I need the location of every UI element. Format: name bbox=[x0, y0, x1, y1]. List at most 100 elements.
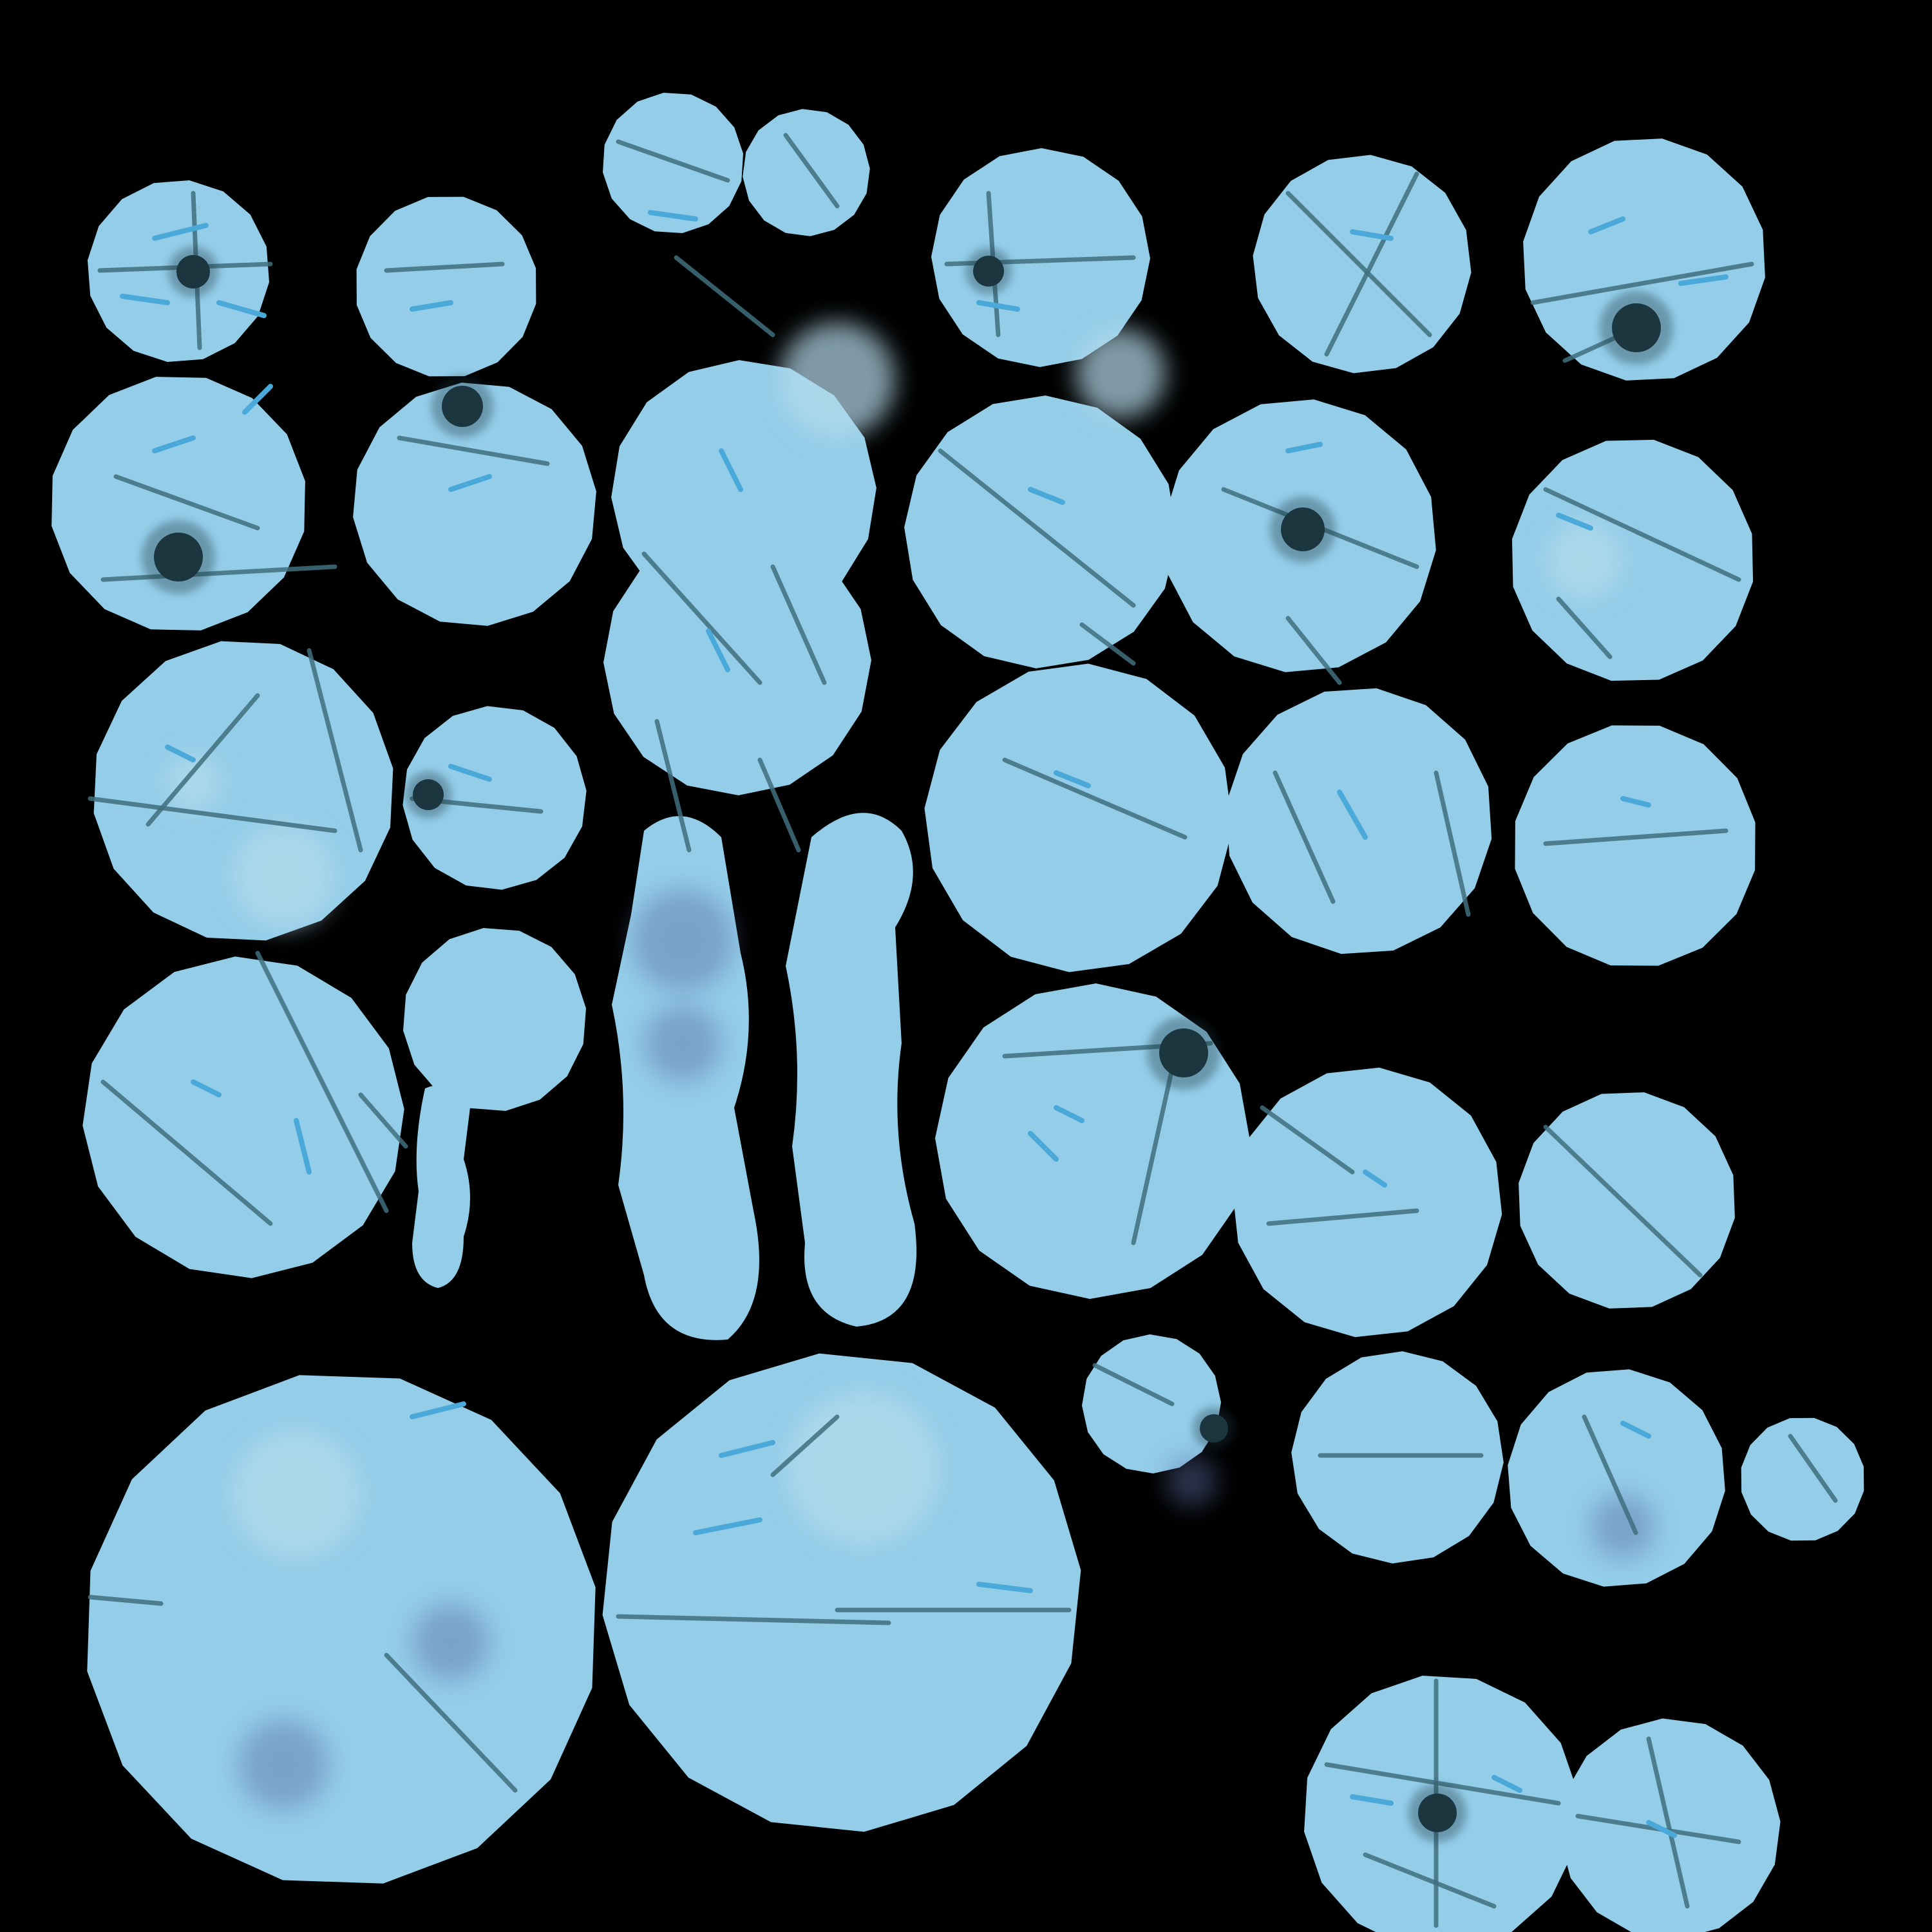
capillary-mark bbox=[448, 764, 492, 782]
vein-line bbox=[1092, 1363, 1175, 1406]
uv-island bbox=[353, 383, 596, 626]
uv-island bbox=[356, 196, 536, 377]
bruise-shading bbox=[1591, 1494, 1655, 1558]
capillary-mark bbox=[191, 1079, 222, 1097]
capillary-mark bbox=[1646, 1820, 1677, 1838]
vein-line bbox=[146, 693, 260, 827]
bruise-shading bbox=[644, 1005, 721, 1082]
highlight-patch bbox=[164, 753, 222, 811]
capillary-mark bbox=[1678, 274, 1728, 286]
vein-line bbox=[1788, 1434, 1838, 1503]
vein-line bbox=[113, 474, 260, 531]
vein-line bbox=[1079, 622, 1136, 666]
vein-line bbox=[397, 435, 550, 466]
vein-line bbox=[1002, 757, 1188, 840]
vein-line bbox=[1543, 828, 1728, 846]
vein-line bbox=[616, 139, 730, 183]
vein-line bbox=[1556, 596, 1613, 659]
uv-island bbox=[1508, 1369, 1725, 1587]
vein-line bbox=[783, 133, 840, 209]
capillary-mark bbox=[719, 1440, 775, 1458]
vein-line bbox=[1543, 487, 1741, 582]
capillary-mark bbox=[1588, 216, 1625, 234]
highlight-patch bbox=[232, 1430, 361, 1558]
capillary-mark bbox=[1337, 790, 1368, 840]
vein-line bbox=[770, 1414, 840, 1477]
vein-line bbox=[1324, 1762, 1561, 1806]
vein-line bbox=[1285, 191, 1432, 337]
capillary-mark bbox=[1363, 1170, 1387, 1188]
vein-line bbox=[770, 564, 827, 685]
highlight-patch bbox=[779, 322, 895, 438]
uv-island bbox=[924, 663, 1233, 972]
highlight-patch bbox=[1546, 522, 1623, 599]
dark-spot bbox=[1418, 1794, 1457, 1832]
capillary-mark bbox=[294, 1118, 312, 1175]
dark-spot bbox=[1281, 507, 1325, 551]
vein-line bbox=[641, 551, 762, 685]
vein-line bbox=[938, 448, 1136, 608]
bruise-shading bbox=[238, 1719, 328, 1810]
uv-island bbox=[1082, 1334, 1221, 1473]
capillary-mark bbox=[1620, 796, 1651, 808]
uv-strip-island bbox=[412, 1084, 470, 1288]
capillary-mark bbox=[976, 300, 1020, 312]
vein-line bbox=[1131, 1066, 1175, 1245]
vein-line bbox=[1363, 1852, 1497, 1909]
capillary-mark bbox=[1492, 1775, 1522, 1793]
capillary-mark bbox=[1054, 770, 1091, 788]
capillary-mark bbox=[976, 1582, 1033, 1593]
vein-line bbox=[88, 1595, 164, 1606]
vein-line bbox=[1543, 1124, 1703, 1278]
highlight-patch bbox=[232, 824, 335, 927]
dark-spot bbox=[1159, 1028, 1208, 1077]
bruise-shading bbox=[631, 889, 734, 992]
uv-island bbox=[602, 1353, 1081, 1832]
uv-island bbox=[403, 928, 586, 1111]
dark-spot bbox=[1612, 303, 1661, 352]
capillary-mark bbox=[706, 629, 730, 672]
vein-line bbox=[757, 757, 801, 853]
vein-line bbox=[1324, 171, 1419, 357]
vein-line bbox=[1434, 770, 1471, 917]
uv-islands-layer bbox=[52, 93, 1864, 1932]
vein-line bbox=[1646, 1736, 1690, 1909]
uv-island bbox=[1515, 725, 1756, 966]
capillary-mark bbox=[120, 294, 170, 305]
highlight-patch bbox=[786, 1391, 940, 1546]
vein-line bbox=[616, 1614, 891, 1625]
capillary-mark bbox=[1054, 1105, 1084, 1123]
vein-line bbox=[1266, 1208, 1419, 1226]
capillary-mark bbox=[448, 474, 492, 492]
bruise-shading bbox=[412, 1604, 489, 1681]
dark-spot bbox=[442, 386, 483, 427]
uv-island bbox=[1232, 1067, 1502, 1338]
capillary-mark bbox=[165, 744, 196, 762]
vein-line bbox=[674, 255, 775, 337]
dark-spot bbox=[413, 779, 444, 810]
highlight-patch bbox=[1075, 328, 1166, 419]
uv-island bbox=[931, 148, 1150, 367]
dark-spot bbox=[1200, 1414, 1228, 1443]
capillary-mark bbox=[1350, 229, 1394, 241]
uv-strip-island bbox=[786, 813, 917, 1327]
capillary-mark bbox=[152, 223, 209, 241]
uv-island bbox=[743, 109, 870, 236]
vein-line bbox=[1285, 616, 1342, 685]
uv-island bbox=[603, 527, 871, 795]
vein-line bbox=[1582, 1414, 1638, 1535]
uv-island bbox=[1519, 1092, 1735, 1309]
capillary-mark bbox=[719, 448, 743, 492]
vein-line bbox=[358, 1092, 408, 1149]
capillary-mark bbox=[1620, 1421, 1651, 1439]
bruise-shading bbox=[1166, 1455, 1217, 1507]
dark-spot bbox=[973, 256, 1004, 287]
capillary-mark bbox=[410, 300, 453, 312]
dark-spot bbox=[176, 255, 210, 289]
capillary-mark bbox=[152, 435, 196, 453]
vein-line bbox=[100, 1079, 273, 1226]
capillary-mark bbox=[216, 300, 267, 318]
vein-line bbox=[654, 719, 692, 853]
capillary-mark bbox=[410, 1401, 466, 1419]
